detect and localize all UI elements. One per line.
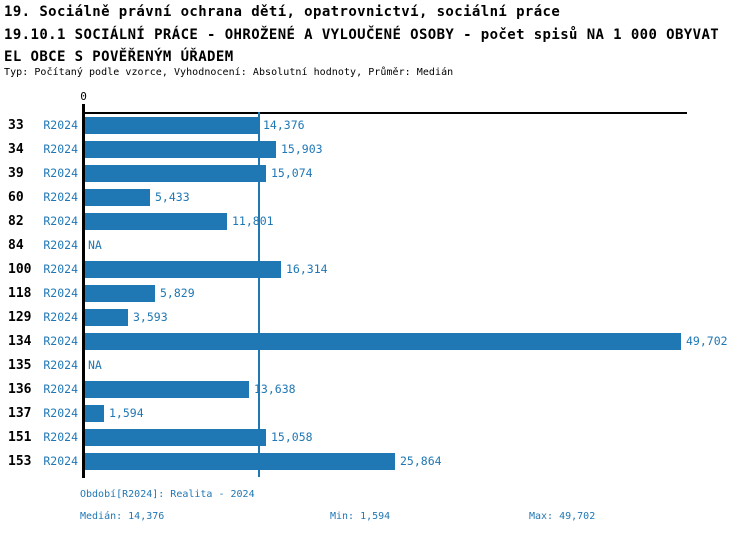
row-category-label: 84: [8, 238, 24, 253]
bar: [85, 381, 249, 398]
indicator-title-line-1: 19.10.1 SOCIÁLNÍ PRÁCE - OHROŽENÉ A VYLO…: [4, 27, 720, 43]
bar: [85, 165, 266, 182]
bar: [85, 333, 681, 350]
bar-value-label: 15,074: [271, 166, 313, 180]
bar-value-label: NA: [88, 238, 102, 252]
row-series-label: R2024: [43, 142, 78, 156]
bar-value-label: 13,638: [254, 382, 296, 396]
row-category-label: 39: [8, 166, 24, 181]
y-axis-line: [82, 104, 85, 478]
row-series-label: R2024: [43, 382, 78, 396]
bar-row: 118 R2024 5,829: [0, 285, 750, 302]
row-category-label: 34: [8, 142, 24, 157]
footer-min-stat: Min: 1,594: [330, 511, 391, 522]
bar-value-label: 5,433: [155, 190, 190, 204]
row-category-label: 118: [8, 286, 32, 301]
row-category-label: 153: [8, 454, 32, 469]
bar: [85, 213, 227, 230]
footer-period: Období[R2024]: Realita - 2024: [80, 489, 255, 500]
row-series-label: R2024: [43, 166, 78, 180]
row-series-label: R2024: [43, 214, 78, 228]
bar: [85, 309, 128, 326]
row-series-label: R2024: [43, 190, 78, 204]
indicator-meta: Typ: Počítaný podle vzorce, Vyhodnocení:…: [4, 67, 454, 78]
x-axis-line: [83, 112, 687, 114]
bar-value-label: 11,801: [232, 214, 274, 228]
bar: [85, 189, 150, 206]
row-category-label: 129: [8, 310, 32, 325]
row-category-label: 33: [8, 118, 24, 133]
bar-row: 34 R2024 15,903: [0, 141, 750, 158]
bar-value-label: 14,376: [263, 118, 305, 132]
row-category-label: 100: [8, 262, 32, 277]
bar: [85, 429, 266, 446]
row-series-label: R2024: [43, 310, 78, 324]
bar-row: 151 R2024 15,058: [0, 429, 750, 446]
bar-row: 100 R2024 16,314: [0, 261, 750, 278]
bar-row: 60 R2024 5,433: [0, 189, 750, 206]
bar-row: 153 R2024 25,864: [0, 453, 750, 470]
row-series-label: R2024: [43, 118, 78, 132]
bar-value-label: 15,058: [271, 430, 313, 444]
bar: [85, 141, 276, 158]
row-series-label: R2024: [43, 454, 78, 468]
bar-value-label: 25,864: [400, 454, 442, 468]
bar: [85, 405, 104, 422]
row-category-label: 151: [8, 430, 32, 445]
row-series-label: R2024: [43, 286, 78, 300]
bar-value-label: 16,314: [286, 262, 328, 276]
indicator-title-line-2: EL OBCE S POVĚŘENÝM ÚŘADEM: [4, 49, 234, 65]
bar: [85, 117, 258, 134]
bar-row: 129 R2024 3,593: [0, 309, 750, 326]
x-axis-zero-tick-label: 0: [80, 90, 87, 103]
row-category-label: 137: [8, 406, 32, 421]
row-series-label: R2024: [43, 358, 78, 372]
bar-row: 135 R2024 NA: [0, 357, 750, 374]
bar-row: 137 R2024 1,594: [0, 405, 750, 422]
footer-median-stat: Medián: 14,376: [80, 511, 165, 522]
bar-value-label: 5,829: [160, 286, 195, 300]
row-category-label: 136: [8, 382, 32, 397]
row-category-label: 82: [8, 214, 24, 229]
bar-row: 134 R2024 49,702: [0, 333, 750, 350]
bar-value-label: NA: [88, 358, 102, 372]
median-reference-line: [258, 112, 260, 477]
bar-row: 136 R2024 13,638: [0, 381, 750, 398]
footer-max-stat: Max: 49,702: [529, 511, 596, 522]
bar-value-label: 49,702: [686, 334, 728, 348]
bar-row: 82 R2024 11,801: [0, 213, 750, 230]
row-series-label: R2024: [43, 238, 78, 252]
bar: [85, 261, 281, 278]
row-series-label: R2024: [43, 406, 78, 420]
report-title: 19. Sociálně právní ochrana dětí, opatro…: [4, 4, 561, 20]
bar: [85, 453, 395, 470]
bar-value-label: 3,593: [133, 310, 168, 324]
bar-row: 33 R2024 14,376: [0, 117, 750, 134]
row-series-label: R2024: [43, 262, 78, 276]
bar-row: 84 R2024 NA: [0, 237, 750, 254]
bar-value-label: 15,903: [281, 142, 323, 156]
row-series-label: R2024: [43, 430, 78, 444]
row-category-label: 60: [8, 190, 24, 205]
bar-row: 39 R2024 15,074: [0, 165, 750, 182]
bar: [85, 285, 155, 302]
bar-value-label: 1,594: [109, 406, 144, 420]
row-category-label: 134: [8, 334, 32, 349]
row-series-label: R2024: [43, 334, 78, 348]
row-category-label: 135: [8, 358, 32, 373]
